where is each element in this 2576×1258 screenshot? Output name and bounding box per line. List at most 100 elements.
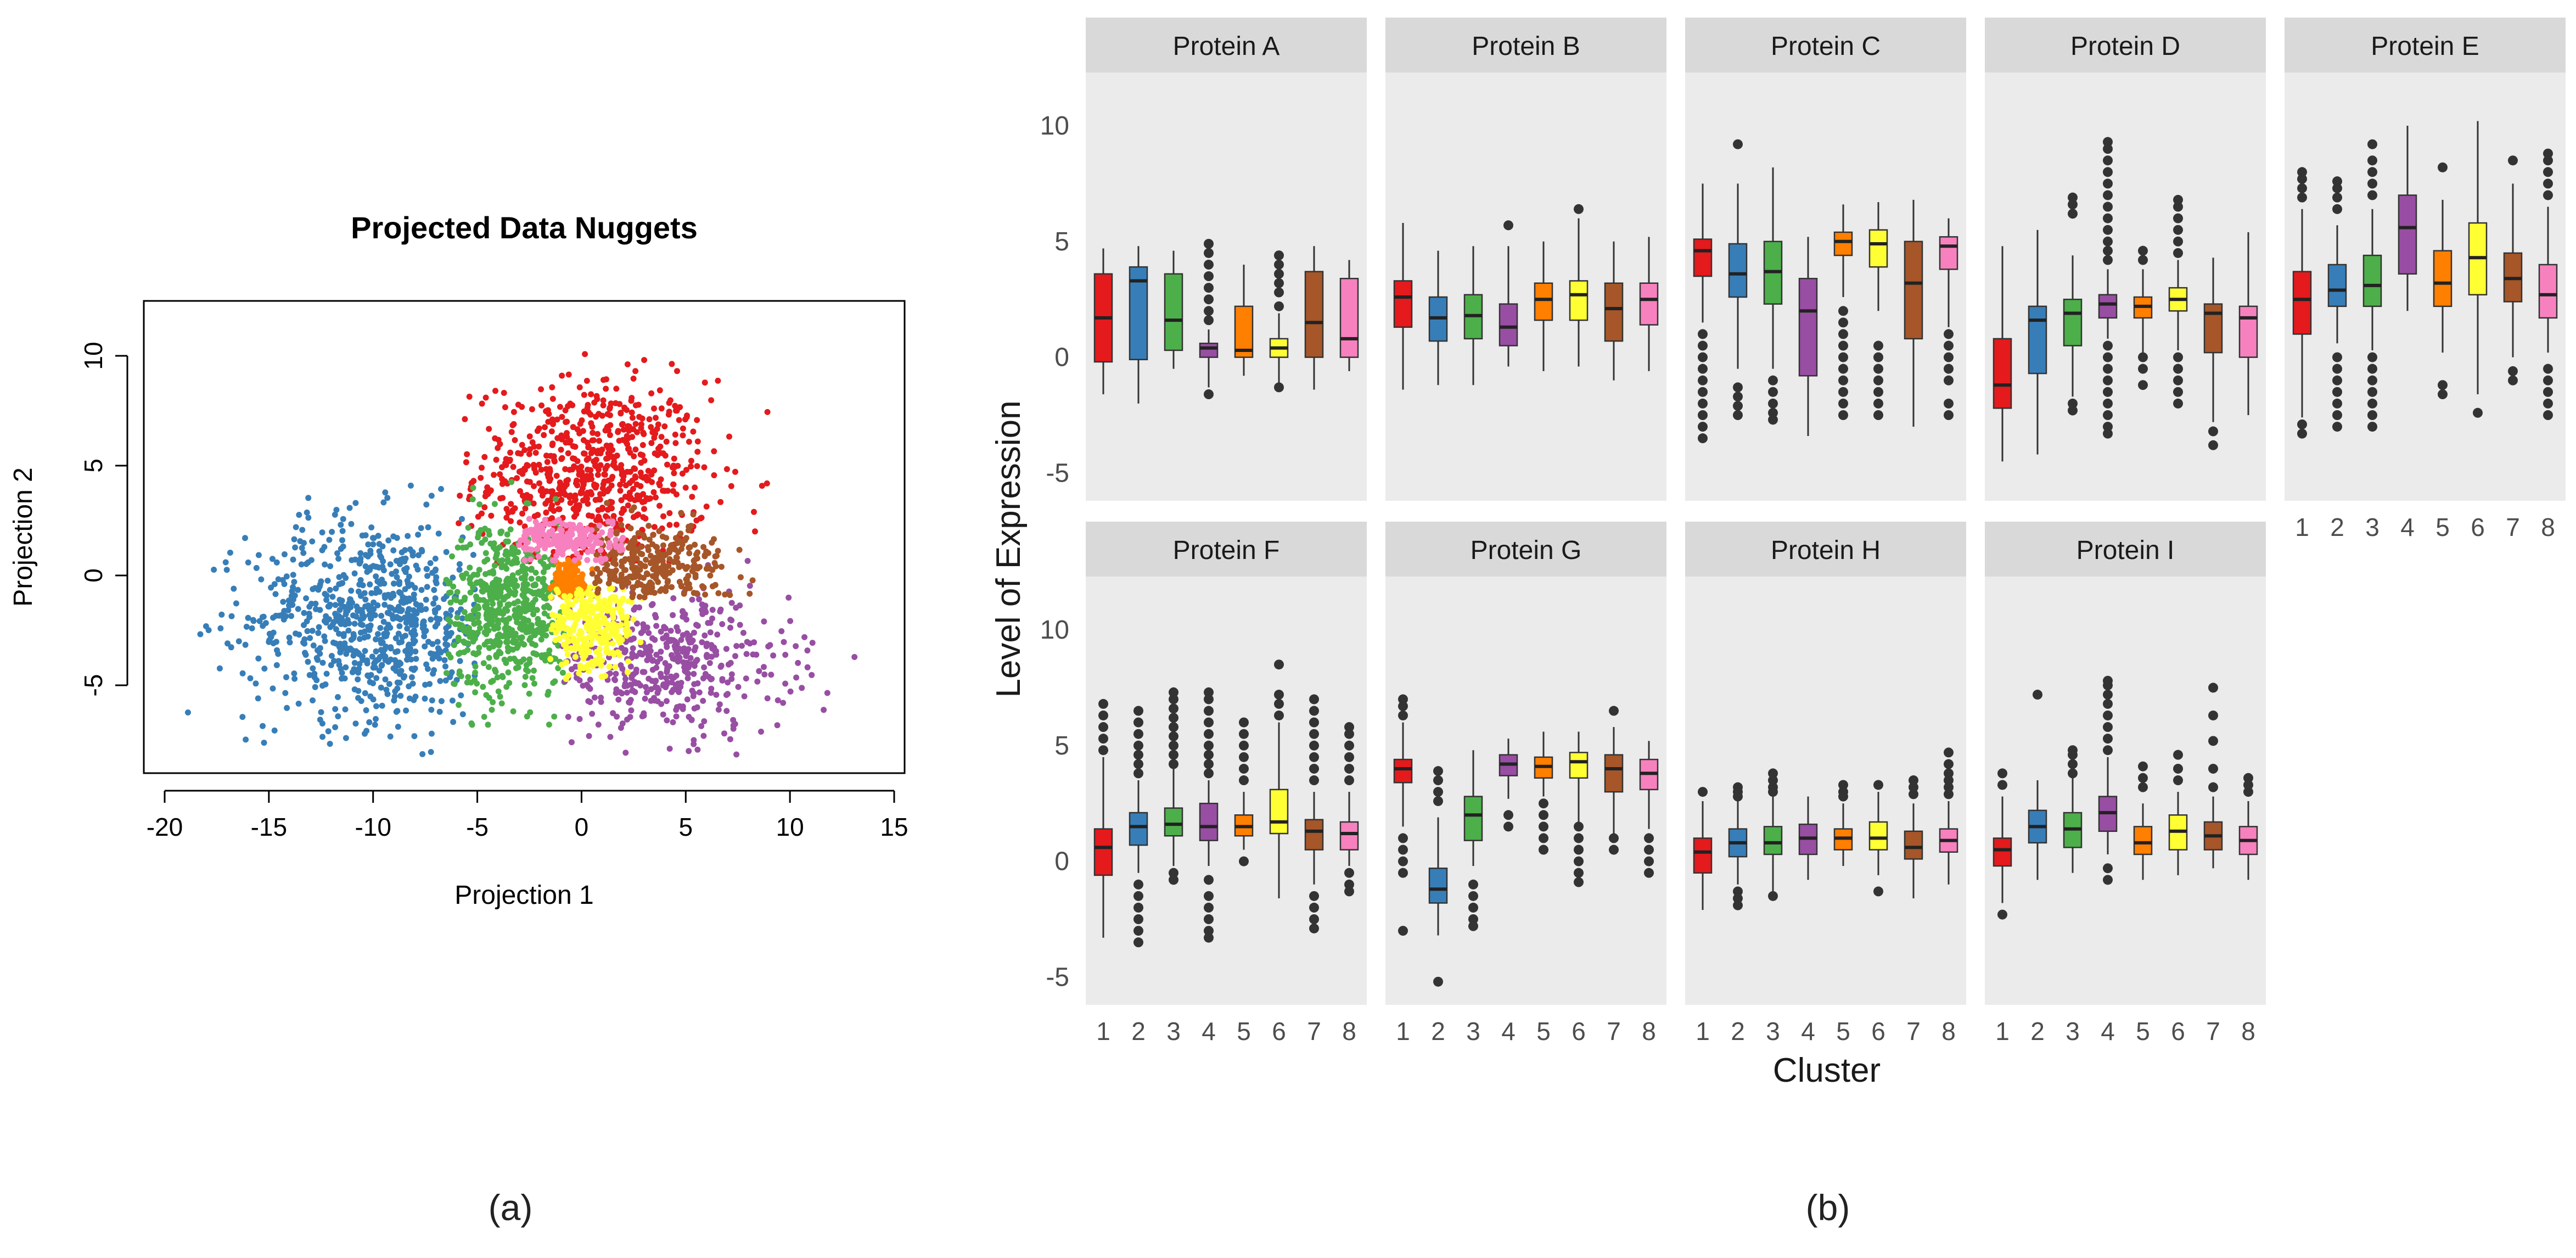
- scatter-point: [507, 449, 514, 456]
- scatter-point: [451, 642, 457, 648]
- scatter-point: [321, 633, 328, 640]
- x-tick-label: 1: [2295, 513, 2309, 541]
- x-tick-label: 4: [1202, 1017, 1216, 1045]
- scatter-point: [329, 594, 336, 600]
- box-outlier: [1344, 729, 1354, 739]
- scatter-point: [355, 676, 361, 683]
- scatter-point: [683, 616, 689, 623]
- scatter-point: [565, 450, 571, 456]
- scatter-point: [594, 472, 601, 478]
- scatter-point: [269, 556, 276, 562]
- scatter-point: [543, 536, 549, 543]
- scatter-point: [680, 648, 686, 655]
- scatter-point: [600, 402, 607, 409]
- scatter-point: [441, 657, 448, 663]
- scatter-point: [613, 670, 619, 677]
- scatter-point: [571, 545, 577, 552]
- x-tick-label: 4: [1501, 1017, 1516, 1045]
- box-outlier: [1644, 833, 1654, 843]
- box-outlier: [1768, 891, 1778, 901]
- box-iqr: [1199, 343, 1219, 358]
- scatter-point: [684, 659, 691, 666]
- scatter-point: [676, 579, 683, 585]
- scatter-point: [632, 368, 639, 374]
- scatter-point: [485, 528, 492, 534]
- x-tick-label: 8: [2241, 1017, 2255, 1045]
- scatter-point: [521, 682, 528, 689]
- box-outlier: [2367, 387, 2377, 397]
- scatter-point: [465, 524, 472, 531]
- scatter-point: [363, 707, 369, 713]
- scatter-point: [495, 688, 502, 695]
- box-outlier: [2138, 352, 2148, 362]
- scatter-point: [632, 446, 639, 453]
- box-outlier: [1873, 364, 1883, 374]
- scatter-point: [624, 407, 630, 413]
- scatter-point: [449, 553, 455, 560]
- scatter-point: [340, 516, 346, 522]
- scatter-point: [285, 597, 292, 604]
- box-outlier: [1433, 766, 1443, 776]
- scatter-point: [360, 656, 366, 663]
- box-iqr: [1304, 819, 1324, 851]
- scatter-point: [526, 628, 532, 635]
- scatter-point: [698, 515, 705, 521]
- scatter-point: [667, 628, 674, 634]
- scatter-point: [317, 582, 323, 588]
- scatter-point: [536, 619, 542, 625]
- scatter-point: [578, 463, 585, 470]
- scatter-point: [445, 616, 451, 623]
- box-outlier: [2103, 410, 2113, 420]
- scatter-point: [585, 476, 592, 483]
- scatter-point: [615, 696, 622, 703]
- scatter-point: [635, 401, 642, 408]
- scatter-point: [411, 667, 417, 673]
- scatter-point: [649, 573, 656, 579]
- scatter-point: [518, 620, 524, 627]
- scatter-point: [558, 534, 565, 540]
- scatter-point: [607, 406, 613, 412]
- box-outlier: [2103, 722, 2113, 733]
- scatter-point: [782, 652, 789, 658]
- box-outlier: [2103, 710, 2113, 720]
- scatter-point: [694, 449, 701, 455]
- scatter-point: [498, 700, 505, 707]
- box-outlier: [1169, 703, 1178, 714]
- scatter-point: [327, 741, 333, 747]
- scatter-point: [581, 635, 587, 642]
- scatter-point: [616, 634, 623, 640]
- scatter-point: [491, 625, 497, 632]
- scatter-point: [586, 648, 592, 655]
- scatter-point: [609, 621, 616, 627]
- x-tick-label: 8: [1642, 1017, 1656, 1045]
- scatter-point: [613, 567, 619, 574]
- scatter-point: [537, 626, 543, 633]
- scatter-point: [562, 562, 569, 568]
- scatter-point: [481, 504, 488, 511]
- box-outlier: [2208, 736, 2218, 746]
- scatter-point: [489, 707, 495, 713]
- scatter-point: [388, 644, 394, 651]
- scatter-point: [605, 486, 612, 493]
- scatter-point: [459, 711, 466, 718]
- scatter-point: [603, 443, 610, 449]
- x-tick-label: 4: [2400, 513, 2415, 541]
- box-outlier: [1204, 891, 1214, 901]
- scatter-point: [666, 522, 673, 528]
- scatter-point: [631, 465, 637, 472]
- scatter-point: [514, 583, 520, 589]
- scatter-point: [480, 580, 486, 587]
- scatter-point: [290, 584, 296, 590]
- scatter-point: [412, 619, 419, 626]
- box-outlier: [2332, 204, 2342, 214]
- box-outlier: [1644, 845, 1654, 855]
- scatter-point: [430, 600, 437, 607]
- scatter-point: [598, 698, 604, 705]
- box-iqr: [2362, 254, 2382, 307]
- scatter-point: [587, 685, 593, 692]
- scatter-point: [546, 521, 553, 527]
- box-outlier: [2508, 366, 2518, 376]
- scatter-point: [258, 576, 265, 583]
- scatter-point: [675, 687, 682, 693]
- scatter-point: [295, 586, 301, 593]
